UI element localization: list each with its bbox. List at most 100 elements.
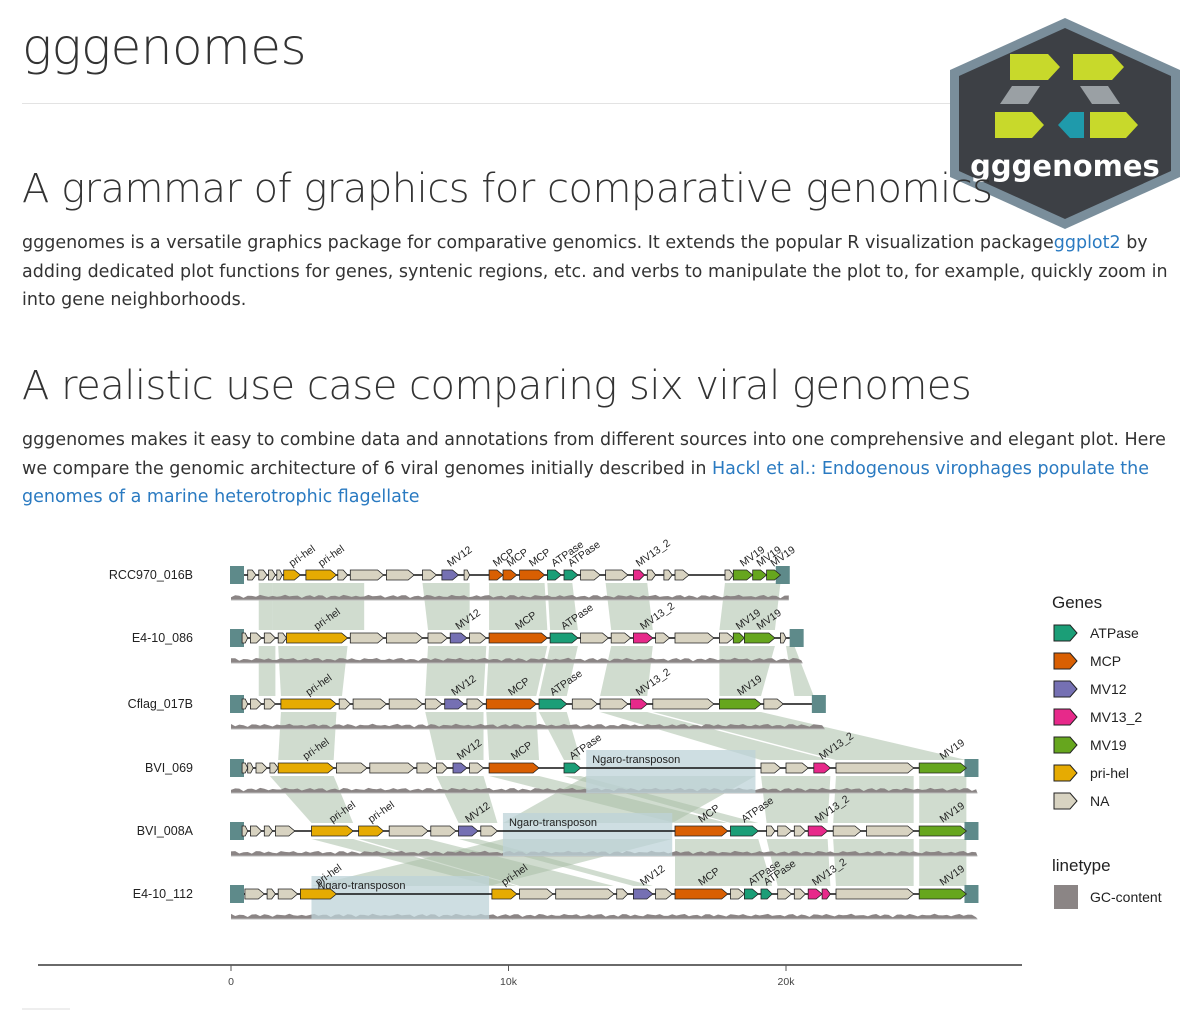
gene-arrow — [652, 698, 715, 710]
gene-arrow — [744, 632, 776, 644]
gene-arrow — [732, 632, 745, 644]
gene-arrow — [555, 888, 615, 900]
title-divider — [22, 103, 1160, 104]
gene-arrow — [724, 569, 734, 581]
gc-content-trace — [231, 723, 825, 729]
gene-arrow — [488, 762, 540, 774]
synteny-link — [600, 712, 831, 760]
legend-key-mv19 — [1053, 736, 1078, 754]
gene-arrow — [449, 632, 468, 644]
genome-name-label: E4-10_112 — [133, 887, 193, 901]
legend-key-mv12 — [1053, 680, 1078, 698]
genome-labels: RCC970_016B E4-10_086 Cflag_017B BVI_069 BVI… — [109, 568, 194, 901]
genome-end-block — [230, 629, 244, 647]
ggplot2-link[interactable]: ggplot2 — [1053, 233, 1121, 253]
gene-arrow — [633, 569, 646, 581]
gene-arrow — [244, 888, 265, 900]
synteny-link — [272, 583, 365, 630]
gene-arrow — [491, 888, 518, 900]
gene-arrow — [832, 825, 862, 837]
gc-content-trace — [231, 657, 803, 663]
gene-arrow — [918, 762, 968, 774]
synteny-link — [600, 646, 653, 696]
legend-label: MV19 — [1090, 737, 1127, 753]
gene-arrow — [777, 825, 793, 837]
gene-arrow — [633, 632, 654, 644]
gene-arrow — [463, 569, 471, 581]
gene-arrow — [276, 569, 283, 581]
gene-arrow — [502, 569, 518, 581]
gene-arrow — [777, 888, 793, 900]
logo-arrow-3 — [995, 112, 1044, 138]
legend-key-na — [1053, 792, 1078, 810]
synteny-link — [605, 583, 653, 630]
gene-arrow — [385, 569, 415, 581]
logo-text: gggenomes — [970, 149, 1160, 183]
gc-content-trace — [231, 594, 789, 600]
genome-name-label: BVI_008A — [137, 824, 194, 838]
gene-arrow — [349, 569, 385, 581]
gene-arrow — [299, 888, 338, 900]
gene-arrow — [283, 569, 302, 581]
gene-label: pri-hel — [287, 543, 318, 570]
logo-arrow-1 — [1010, 54, 1060, 80]
synteny-link — [425, 712, 484, 760]
gene-arrow — [488, 632, 549, 644]
legend-key-pri-hel — [1053, 764, 1078, 782]
genome-name-label: RCC970_016B — [109, 568, 193, 582]
logo-arrow-5 — [1090, 112, 1138, 138]
gene-arrow — [835, 888, 915, 900]
gene-arrow — [349, 632, 385, 644]
gene-arrow — [793, 888, 806, 900]
gene-arrow — [719, 698, 762, 710]
legend-key-mcp — [1053, 652, 1078, 670]
gene-arrow — [563, 569, 579, 581]
heading-usecase: A realistic use case comparing six viral… — [22, 363, 972, 409]
x-axis: 0 10k 20k — [38, 964, 1022, 988]
gene-arrow — [388, 698, 424, 710]
gene-arrow — [766, 569, 782, 581]
synteny-link — [547, 583, 578, 630]
transposon-label: Ngaro-transposon — [592, 754, 680, 766]
logo-band-1 — [1000, 86, 1040, 104]
gene-arrow — [480, 825, 499, 837]
gene-arrow — [616, 888, 629, 900]
gene-arrow — [655, 888, 673, 900]
gene-arrow — [255, 762, 268, 774]
gene-arrow — [263, 632, 276, 644]
gene-arrow — [785, 762, 809, 774]
genome-end-block — [230, 822, 244, 840]
gene-arrow — [258, 569, 268, 581]
genome-end-block — [964, 822, 979, 840]
gene-arrow — [249, 698, 263, 710]
transposon-box — [311, 876, 490, 919]
gene-arrow — [835, 762, 915, 774]
synteny-link — [919, 839, 967, 886]
gene-arrow — [674, 632, 715, 644]
gene-arrow — [249, 825, 263, 837]
gene-label: MV12 — [638, 863, 667, 889]
gene-arrow — [485, 698, 537, 710]
gene-arrow — [247, 569, 257, 581]
gene-arrow — [422, 569, 438, 581]
synteny-link — [278, 712, 337, 760]
gene-arrow — [241, 698, 249, 710]
x-axis-tick-label: 0 — [228, 976, 234, 988]
gene-arrow — [277, 762, 335, 774]
legend-linetype-title: linetype — [1052, 856, 1111, 875]
legend-key-atpase — [1053, 624, 1078, 642]
gene-arrow — [338, 698, 351, 710]
transposon-box — [502, 813, 673, 856]
gene-arrow — [268, 569, 276, 581]
gene-arrow — [280, 698, 338, 710]
transposon-box — [586, 750, 756, 793]
synteny-link — [652, 712, 967, 760]
legend-key-mv13-2 — [1053, 708, 1078, 726]
gene-arrow — [519, 569, 546, 581]
gene-label: pri-hel — [366, 799, 397, 826]
transposon-label: Ngaro-transposon — [509, 817, 597, 829]
gene-arrow — [793, 825, 806, 837]
gene-arrow — [599, 698, 629, 710]
gene-arrow — [655, 632, 671, 644]
hackl-paper-link[interactable]: Hackl et al.: Endogenous virophages popu… — [22, 458, 1149, 508]
